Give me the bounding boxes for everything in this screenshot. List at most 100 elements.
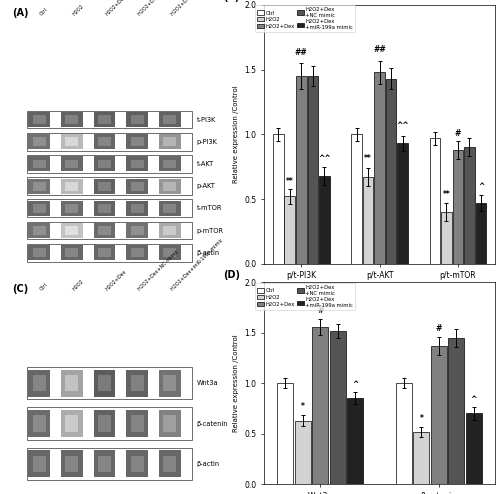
Bar	[32, 115, 46, 124]
Bar	[126, 134, 148, 149]
Bar	[28, 157, 50, 171]
Bar	[32, 248, 46, 257]
Bar	[130, 226, 144, 235]
Bar	[94, 112, 116, 127]
Bar	[159, 410, 181, 437]
Bar	[126, 451, 148, 478]
Bar	[32, 226, 46, 235]
Bar	[27, 244, 192, 261]
Bar	[32, 182, 46, 191]
Legend: Ctrl, H2O2, H2O2+Dex, H2O2+Dex
+NC mimic, H2O2+Dex
+miR-199a mimic: Ctrl, H2O2, H2O2+Dex, H2O2+Dex +NC mimic…	[256, 5, 355, 33]
Bar	[452, 150, 463, 264]
Text: β-catenin: β-catenin	[196, 420, 228, 426]
Bar	[159, 112, 181, 127]
Bar	[94, 410, 116, 437]
Text: H2O2+Dex+miR-199a mimic: H2O2+Dex+miR-199a mimic	[170, 238, 224, 292]
Bar	[164, 226, 176, 235]
Bar	[130, 375, 144, 391]
Text: #: #	[317, 305, 324, 315]
Bar	[32, 456, 46, 472]
Bar	[126, 179, 148, 194]
Bar	[130, 204, 144, 213]
Text: H2O2: H2O2	[72, 3, 85, 16]
Bar	[28, 451, 50, 478]
Bar	[61, 157, 82, 171]
Bar	[98, 456, 111, 472]
Text: **: **	[286, 177, 294, 186]
Bar	[61, 179, 82, 194]
Bar	[61, 410, 82, 437]
Bar	[330, 330, 346, 484]
Y-axis label: Relative expression /Control: Relative expression /Control	[233, 334, 239, 432]
Bar	[66, 248, 78, 257]
Bar	[164, 204, 176, 213]
Text: H2O2+Dex+NC mimic: H2O2+Dex+NC mimic	[137, 249, 180, 292]
Bar	[32, 415, 46, 432]
Bar	[164, 415, 176, 432]
Bar	[431, 346, 447, 484]
Text: Ctrl: Ctrl	[39, 6, 49, 16]
Bar	[159, 245, 181, 260]
Bar	[164, 137, 176, 146]
Bar	[61, 245, 82, 260]
Text: t-AKT: t-AKT	[196, 161, 214, 167]
Text: H2O2: H2O2	[72, 279, 85, 292]
Text: ##: ##	[373, 45, 386, 54]
Text: Wnt3a: Wnt3a	[196, 380, 218, 386]
Bar	[126, 245, 148, 260]
Bar	[27, 448, 192, 480]
Bar	[98, 248, 111, 257]
Bar	[98, 415, 111, 432]
Bar	[130, 115, 144, 124]
Bar	[398, 143, 408, 264]
Text: (C): (C)	[12, 284, 28, 294]
Bar	[159, 370, 181, 397]
Bar	[98, 137, 111, 146]
Bar	[164, 115, 176, 124]
Text: H2O2+Dex+NC mimic: H2O2+Dex+NC mimic	[137, 0, 180, 16]
Bar	[66, 115, 78, 124]
Bar	[61, 112, 82, 127]
Bar	[66, 160, 78, 168]
Bar	[28, 112, 50, 127]
Text: ^: ^	[352, 380, 358, 389]
Bar	[94, 245, 116, 260]
Text: t-mTOR: t-mTOR	[196, 206, 222, 211]
Text: H2O2+Dex+miR-199a mimic: H2O2+Dex+miR-199a mimic	[170, 0, 224, 16]
Text: β-actin: β-actin	[196, 249, 220, 256]
Bar	[32, 375, 46, 391]
Bar	[164, 456, 176, 472]
Bar	[28, 201, 50, 216]
Text: ##: ##	[295, 48, 308, 57]
Bar	[159, 179, 181, 194]
Bar	[430, 138, 440, 264]
Bar	[32, 137, 46, 146]
Bar	[164, 160, 176, 168]
Bar	[351, 134, 362, 264]
Bar	[66, 137, 78, 146]
Bar	[66, 375, 78, 391]
Bar	[164, 248, 176, 257]
Bar	[386, 79, 396, 264]
Bar	[98, 375, 111, 391]
Bar	[448, 338, 464, 484]
Bar	[466, 413, 482, 484]
Bar	[27, 200, 192, 217]
Bar	[32, 160, 46, 168]
Bar	[130, 456, 144, 472]
Bar	[94, 134, 116, 149]
Bar	[130, 160, 144, 168]
Bar	[319, 176, 330, 264]
Bar	[130, 137, 144, 146]
Bar	[28, 245, 50, 260]
Bar	[130, 182, 144, 191]
Bar	[94, 201, 116, 216]
Text: *: *	[301, 403, 305, 412]
Bar	[347, 398, 364, 484]
Text: #: #	[454, 129, 461, 138]
Bar	[94, 223, 116, 238]
Text: (B): (B)	[222, 0, 239, 2]
Bar	[27, 408, 192, 440]
Bar	[159, 157, 181, 171]
Text: ^: ^	[478, 182, 484, 191]
